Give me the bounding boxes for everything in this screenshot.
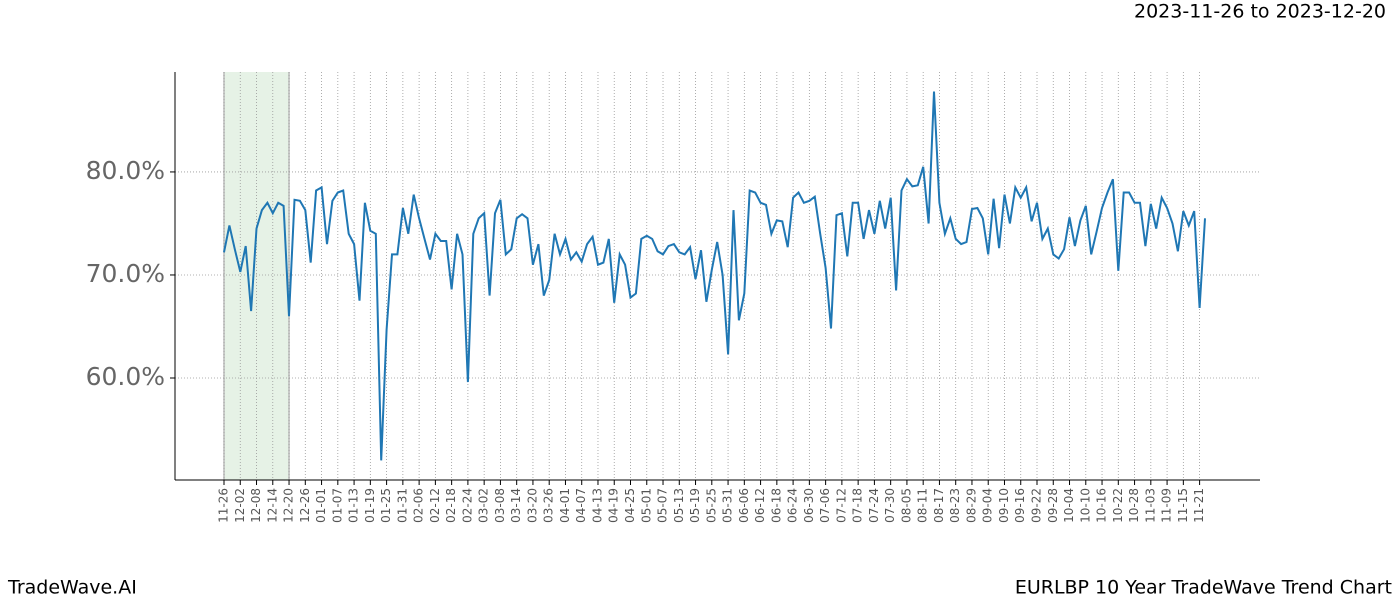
x-tick-label: 09-04 [981,488,995,523]
x-tick-label: 07-06 [818,488,832,523]
x-tick-label: 08-05 [899,488,913,523]
x-tick-label: 01-01 [314,488,328,523]
x-tick-label: 01-07 [330,488,344,523]
x-tick-label: 09-10 [997,488,1011,523]
y-tick-label: 70.0% [86,259,165,288]
x-tick-label: 10-04 [1062,488,1076,523]
x-tick-label: 12-02 [233,488,247,523]
x-tick-label: 11-26 [217,488,231,523]
x-tick-label: 08-23 [948,488,962,523]
x-tick-label: 06-06 [737,488,751,523]
x-tick-label: 06-24 [786,488,800,523]
x-tick-label: 02-06 [412,488,426,523]
x-tick-label: 09-28 [1046,488,1060,523]
x-tick-label: 03-26 [542,488,556,523]
x-tick-label: 03-08 [493,488,507,523]
x-tick-label: 04-13 [590,488,604,523]
x-tick-label: 10-10 [1078,488,1092,523]
x-tick-label: 08-11 [916,488,930,523]
x-tick-label: 12-08 [249,488,263,523]
x-tick-label: 08-29 [964,488,978,523]
x-tick-label: 11-21 [1192,488,1206,523]
x-tick-label: 05-13 [672,488,686,523]
subtitle: 2023-11-26 to 2023-12-20 [1134,1,1386,23]
x-tick-label: 10-28 [1127,488,1141,523]
x-tick-label: 05-25 [704,488,718,523]
x-tick-label: 07-12 [834,488,848,523]
x-tick-label: 02-24 [460,488,474,523]
x-tick-label: 04-19 [607,488,621,523]
x-tick-label: 07-24 [867,488,881,523]
x-tick-label: 10-16 [1095,488,1109,523]
x-tick-label: 04-01 [558,488,572,523]
plot: 60.0% 70.0% 80.0% 11-26 12-02 12-08 12-14 12-20… [86,72,1260,523]
x-tick-label: 01-13 [347,488,361,523]
x-tick-label: 05-07 [656,488,670,523]
footer-right: EURLBP 10 Year TradeWave Trend Chart [1015,577,1392,599]
x-tick-label: 11-15 [1176,488,1190,523]
x-tick-label: 03-02 [477,488,491,523]
x-tick-label: 04-07 [574,488,588,523]
x-tick-label: 04-25 [623,488,637,523]
x-tick-label: 05-19 [688,488,702,523]
x-tick-label: 10-22 [1111,488,1125,523]
x-tick-label: 02-12 [428,488,442,523]
x-tick-label: 03-14 [509,488,523,523]
y-tick-label: 60.0% [86,362,165,391]
x-tick-label: 06-30 [802,488,816,523]
x-tick-label: 05-01 [639,488,653,523]
x-tick-label: 06-12 [753,488,767,523]
x-tick-label: 12-14 [265,488,279,523]
x-tick-label: 01-19 [363,488,377,523]
x-tick-label: 07-30 [883,488,897,523]
x-tick-label: 02-18 [444,488,458,523]
x-tick-label: 08-17 [932,488,946,523]
x-tick-label: 03-20 [525,488,539,523]
x-tick-label: 09-16 [1013,488,1027,523]
x-tick-label: 01-31 [395,488,409,523]
x-tick-label: 09-22 [1030,488,1044,523]
x-tick-label: 11-03 [1143,488,1157,523]
x-tick-label: 11-09 [1160,488,1174,523]
x-tick-label: 07-18 [851,488,865,523]
footer-left: TradeWave.AI [7,577,137,599]
x-tick-label: 01-25 [379,488,393,523]
trend-line [223,91,1206,461]
x-tick-label: 12-20 [282,488,296,523]
x-tick-label: 05-31 [721,488,735,523]
y-tick-label: 80.0% [86,156,165,185]
x-tick-label: 06-18 [769,488,783,523]
x-tick-label: 12-26 [298,488,312,523]
